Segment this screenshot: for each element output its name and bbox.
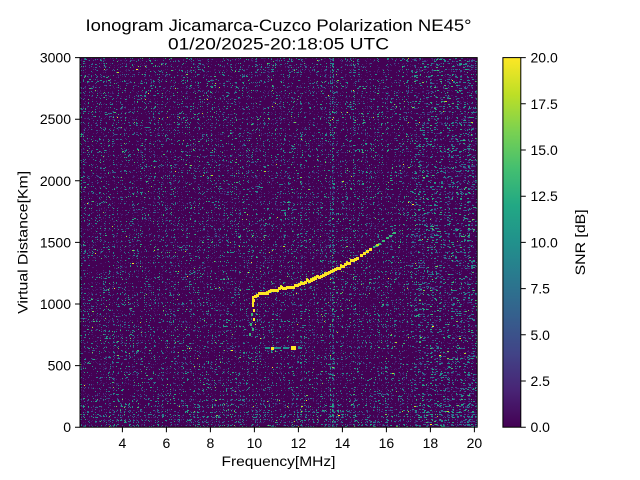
svg-text:4: 4 [119,435,127,451]
svg-text:18: 18 [423,435,439,451]
svg-text:16: 16 [379,435,395,451]
svg-text:2.5: 2.5 [531,373,551,389]
svg-text:Ionogram Jicamarca-Cuzco Polar: Ionogram Jicamarca-Cuzco Polarization NE… [86,16,472,35]
svg-text:20.0: 20.0 [531,50,558,66]
svg-text:15.0: 15.0 [531,142,558,158]
svg-text:12: 12 [291,435,307,451]
svg-text:12.5: 12.5 [531,188,558,204]
svg-text:Virtual Distance[Km]: Virtual Distance[Km] [15,171,31,314]
svg-text:10.0: 10.0 [531,234,558,250]
svg-text:5.0: 5.0 [531,327,551,343]
svg-text:17.5: 17.5 [531,96,558,112]
svg-text:1000: 1000 [40,296,71,312]
svg-text:SNR [dB]: SNR [dB] [572,209,588,275]
svg-text:0.0: 0.0 [531,419,551,435]
svg-text:8: 8 [207,435,215,451]
svg-text:2000: 2000 [40,173,71,189]
svg-text:2500: 2500 [40,111,71,127]
svg-text:0: 0 [63,419,71,435]
svg-text:6: 6 [163,435,171,451]
svg-text:14: 14 [335,435,351,451]
svg-text:Frequency[MHz]: Frequency[MHz] [222,453,336,469]
svg-text:10: 10 [247,435,263,451]
svg-text:7.5: 7.5 [531,281,551,297]
svg-text:01/20/2025-20:18:05 UTC: 01/20/2025-20:18:05 UTC [168,35,389,54]
svg-text:20: 20 [467,435,483,451]
svg-text:1500: 1500 [40,234,71,250]
svg-text:500: 500 [48,358,72,374]
svg-text:3000: 3000 [40,50,71,66]
